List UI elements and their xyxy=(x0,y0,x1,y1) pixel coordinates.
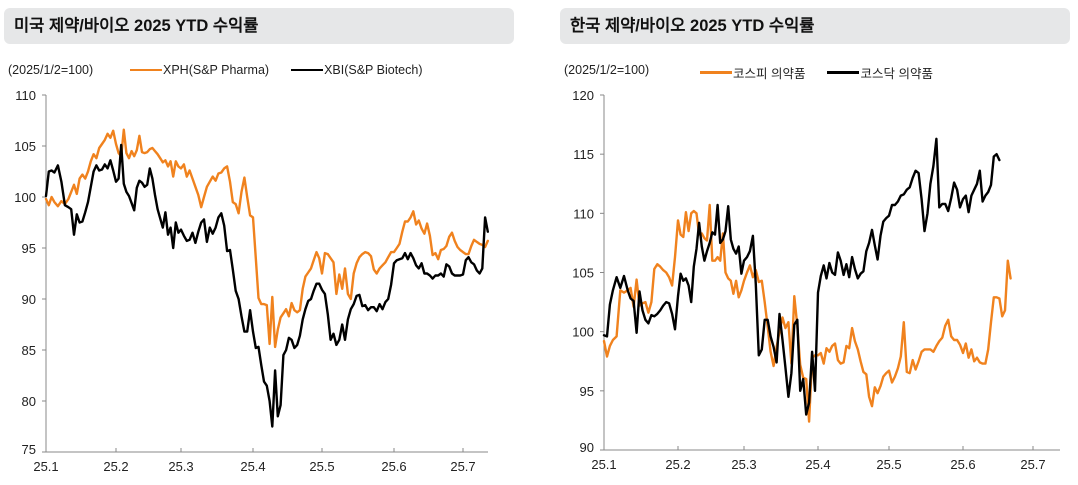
y-tick-label: 85 xyxy=(22,343,36,358)
line-chart-kr: 90 95 100 105 110 115 120 25.1 25.2 25.3 25.4 25.5 2… xyxy=(572,88,1060,472)
legend: XPH(S&P Pharma) XBI(S&P Biotech) xyxy=(130,63,423,77)
series-line-black xyxy=(602,137,1001,416)
x-tick-label: 25.2 xyxy=(665,457,690,472)
x-tick-label: 25.5 xyxy=(309,459,334,474)
chart-panel-us: 미국 제약/바이오 2025 YTD 수익률 (2025/1/2=100) XP… xyxy=(4,8,514,474)
y-tick-label: 95 xyxy=(580,384,594,399)
y-tick-label: 120 xyxy=(572,88,594,103)
x-tick-label: 25.7 xyxy=(450,459,475,474)
y-tick-label: 90 xyxy=(580,440,594,455)
x-tick-label: 25.4 xyxy=(240,459,265,474)
x-tick-label: 25.6 xyxy=(950,457,975,472)
legend: 코스피 의약품 코스닥 의약품 xyxy=(700,63,933,82)
legend-swatch-black xyxy=(291,68,324,72)
x-tick-label: 25.3 xyxy=(731,457,756,472)
legend-item-xbi: XBI(S&P Biotech) xyxy=(291,63,423,77)
y-tick-label: 100 xyxy=(14,190,36,205)
legend-swatch-orange xyxy=(700,71,732,74)
legend-item-kospi-pharma: 코스피 의약품 xyxy=(700,63,805,82)
chart-panel-kr: 한국 제약/바이오 2025 YTD 수익률 (2025/1/2=100) 코스… xyxy=(540,0,1078,485)
x-tick-label: 25.4 xyxy=(805,457,830,472)
chart-title: 미국 제약/바이오 2025 YTD 수익률 xyxy=(4,8,514,44)
legend-item-kosdaq-pharma: 코스닥 의약품 xyxy=(827,63,933,82)
y-tick-label: 100 xyxy=(572,325,594,340)
x-tick-label: 25.1 xyxy=(591,457,616,472)
y-tick-label: 80 xyxy=(22,394,36,409)
y-tick-label: 105 xyxy=(14,139,36,154)
line-chart-us: 75 80 85 90 95 100 105 110 25.1 25.2 25.3 25.4 25.5 2… xyxy=(14,88,489,474)
x-tick-label: 25.3 xyxy=(168,459,193,474)
y-tick-label: 115 xyxy=(573,147,594,162)
y-unit-label: (2025/1/2=100) xyxy=(564,63,650,77)
legend-label: 코스피 의약품 xyxy=(733,67,806,81)
x-tick-label: 25.6 xyxy=(381,459,406,474)
y-tick-label: 90 xyxy=(22,292,36,307)
y-tick-label: 110 xyxy=(15,88,36,103)
legend-label: 코스닥 의약품 xyxy=(860,67,933,81)
x-tick-label: 25.5 xyxy=(876,457,901,472)
y-tick-label: 95 xyxy=(22,241,36,256)
y-unit-label: (2025/1/2=100) xyxy=(8,63,94,77)
x-tick-label: 25.1 xyxy=(33,459,58,474)
y-tick-label: 110 xyxy=(573,206,594,221)
chart-title: 한국 제약/바이오 2025 YTD 수익률 xyxy=(560,8,1070,44)
legend-swatch-orange xyxy=(130,68,162,72)
x-tick-label: 25.7 xyxy=(1020,457,1045,472)
series-line-orange xyxy=(44,128,489,349)
series-line-black xyxy=(44,143,489,428)
x-tick-label: 25.2 xyxy=(103,459,128,474)
y-tick-label: 75 xyxy=(22,442,36,457)
legend-label: XBI(S&P Biotech) xyxy=(324,63,423,77)
series-line-orange xyxy=(602,203,1012,423)
legend-label: XPH(S&P Pharma) xyxy=(163,63,270,77)
legend-item-xph: XPH(S&P Pharma) xyxy=(130,63,269,77)
y-tick-label: 105 xyxy=(572,266,594,281)
legend-swatch-black xyxy=(827,71,860,74)
